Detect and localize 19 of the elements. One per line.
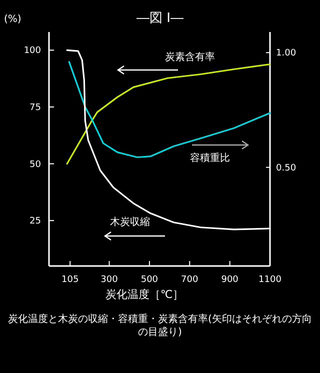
y2-tick-label: 1.00: [276, 48, 296, 59]
series-label: 木炭収縮: [110, 216, 150, 228]
x-tick-label: 1100: [258, 275, 282, 285]
y-tick-label: 100: [24, 46, 42, 56]
x-tick-label: 500: [140, 275, 158, 285]
series-label: 容積重比: [190, 152, 230, 164]
x-tick-label: 105: [62, 275, 79, 285]
chart-title: ―図 I―: [136, 11, 184, 26]
x-tick-label: 300: [100, 275, 118, 285]
x-axis-title: 炭化温度［℃］: [105, 288, 184, 301]
y-tick-label: 75: [30, 102, 41, 113]
y-tick-label: 25: [30, 216, 41, 227]
text: 炭化温度と木炭の収縮・容積重・炭素含有率(矢印はそれぞれの方向の目盛り): [8, 313, 312, 338]
y2-tick-label: 0.50: [276, 163, 296, 174]
x-tick-label: 700: [181, 275, 198, 285]
y-axis-title: (%): [4, 14, 22, 25]
x-tick-label: 900: [221, 275, 239, 285]
series-label: 炭素含有率: [165, 51, 215, 63]
y-tick-label: 50: [30, 160, 42, 170]
